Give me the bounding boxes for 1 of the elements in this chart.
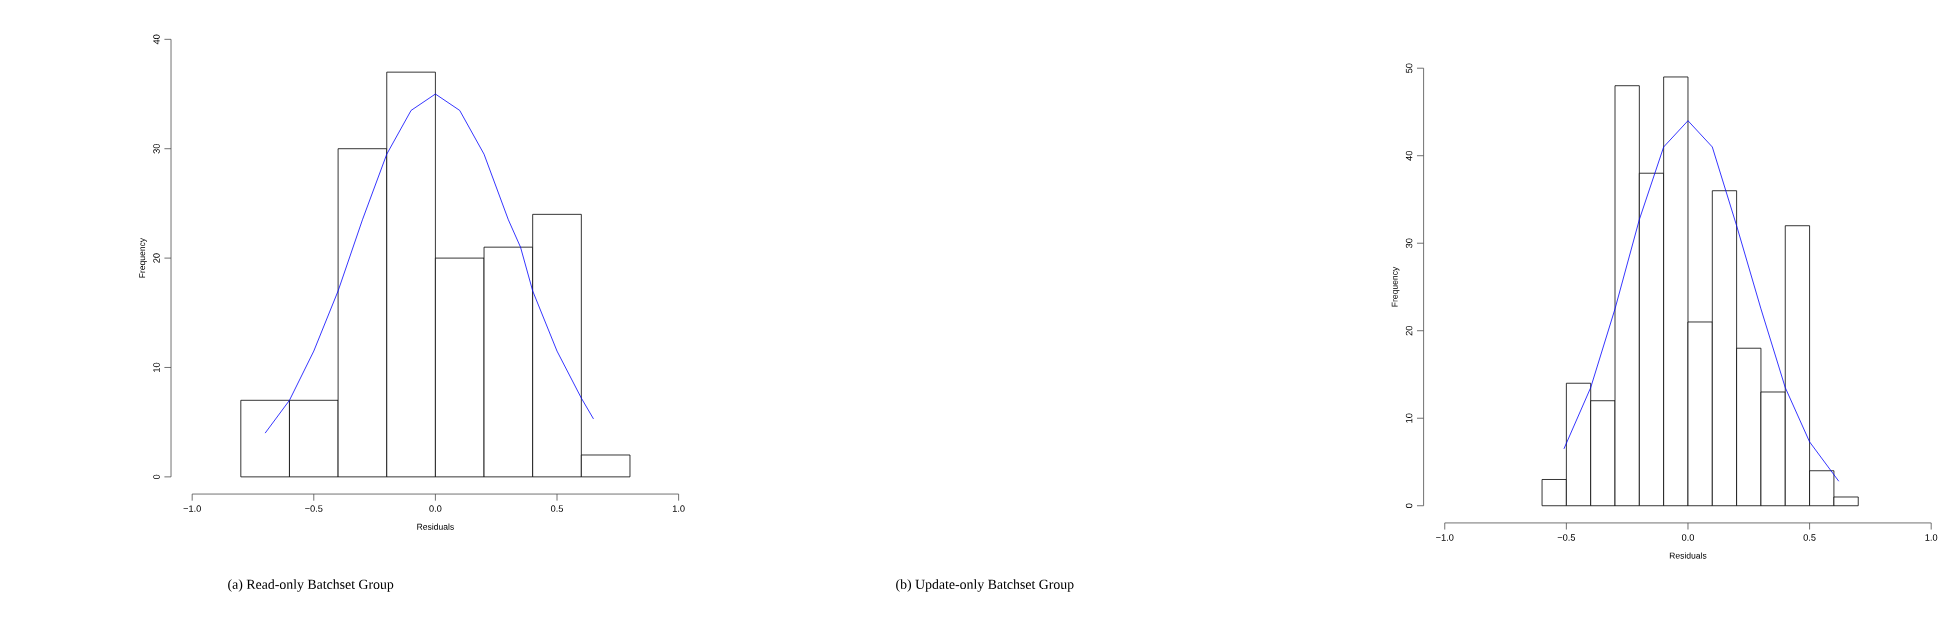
line-series <box>1563 120 1840 483</box>
